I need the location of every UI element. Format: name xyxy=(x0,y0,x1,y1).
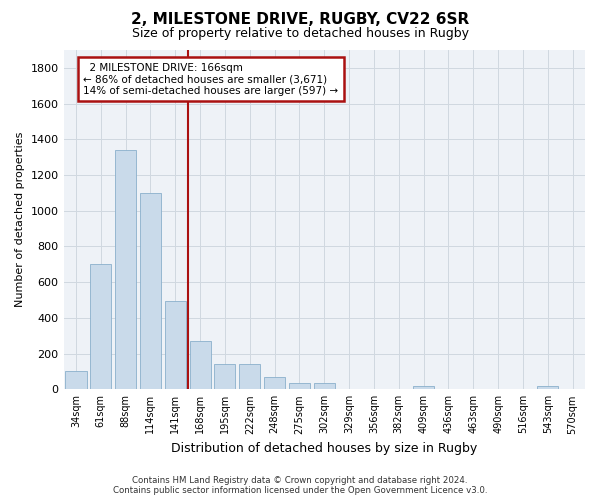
Bar xyxy=(239,364,260,390)
Bar xyxy=(214,364,235,390)
Text: Contains HM Land Registry data © Crown copyright and database right 2024.
Contai: Contains HM Land Registry data © Crown c… xyxy=(113,476,487,495)
Y-axis label: Number of detached properties: Number of detached properties xyxy=(15,132,25,308)
Bar xyxy=(165,301,186,390)
Text: 2 MILESTONE DRIVE: 166sqm
← 86% of detached houses are smaller (3,671)
14% of se: 2 MILESTONE DRIVE: 166sqm ← 86% of detac… xyxy=(83,62,338,96)
Text: 2, MILESTONE DRIVE, RUGBY, CV22 6SR: 2, MILESTONE DRIVE, RUGBY, CV22 6SR xyxy=(131,12,469,28)
X-axis label: Distribution of detached houses by size in Rugby: Distribution of detached houses by size … xyxy=(171,442,478,455)
Bar xyxy=(90,264,112,390)
Bar xyxy=(314,383,335,390)
Bar xyxy=(537,386,559,390)
Bar xyxy=(115,150,136,390)
Bar xyxy=(289,383,310,390)
Bar xyxy=(65,372,86,390)
Bar xyxy=(140,193,161,390)
Text: Size of property relative to detached houses in Rugby: Size of property relative to detached ho… xyxy=(131,28,469,40)
Bar xyxy=(413,386,434,390)
Bar xyxy=(264,377,285,390)
Bar xyxy=(190,341,211,390)
